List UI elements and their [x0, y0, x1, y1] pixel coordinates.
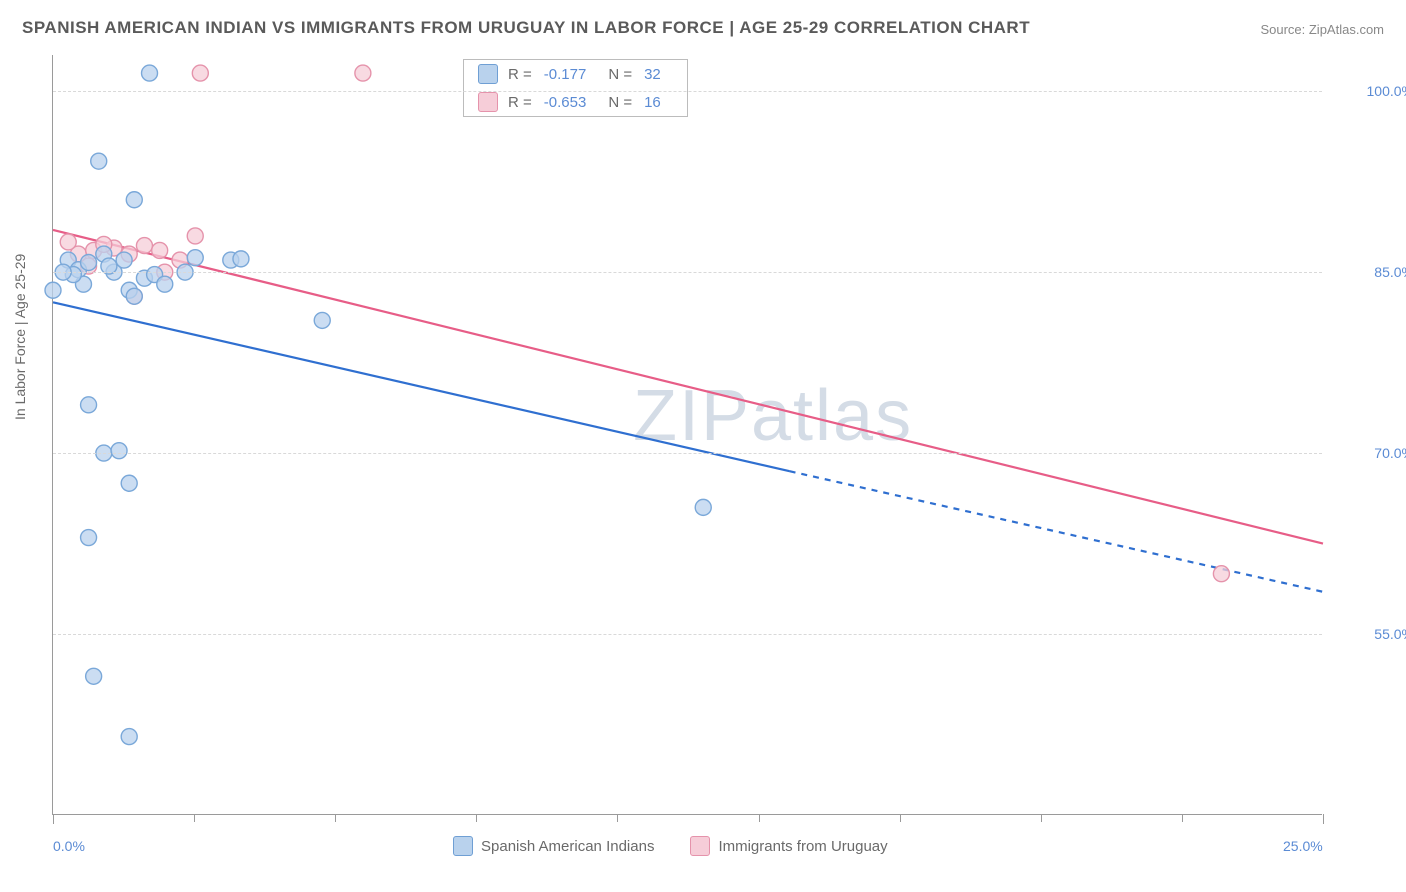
legend-label: Immigrants from Uruguay	[718, 838, 887, 855]
y-axis-label: In Labor Force | Age 25-29	[12, 254, 28, 420]
chart-svg	[53, 55, 1322, 814]
chart-title: SPANISH AMERICAN INDIAN VS IMMIGRANTS FR…	[22, 18, 1030, 38]
legend-label: Spanish American Indians	[481, 838, 654, 855]
plot-area: ZIPatlas R = -0.177 N = 32 R = -0.653 N …	[52, 55, 1322, 815]
swatch-icon	[453, 836, 473, 856]
legend-item-2: Immigrants from Uruguay	[690, 836, 887, 856]
swatch-icon	[690, 836, 710, 856]
legend-item-1: Spanish American Indians	[453, 836, 654, 856]
source-label: Source: ZipAtlas.com	[1260, 22, 1384, 37]
series-legend: Spanish American Indians Immigrants from…	[453, 836, 888, 856]
